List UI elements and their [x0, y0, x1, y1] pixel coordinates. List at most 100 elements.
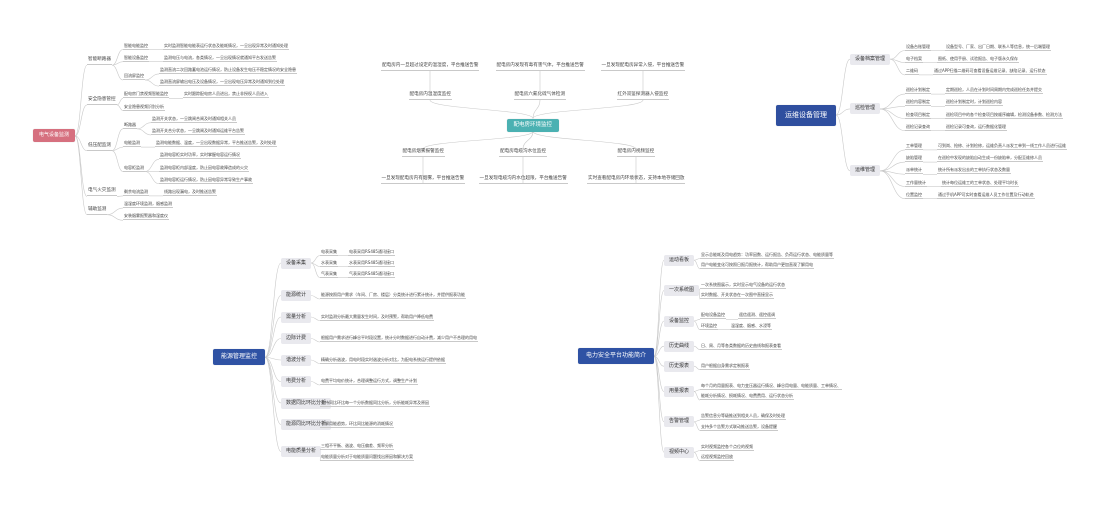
connector-line [74, 135, 88, 151]
topic-node: 水表采集 [320, 259, 338, 267]
connector-line [889, 50, 906, 60]
branch-node: 巡检管理 [850, 103, 881, 115]
topic-node: 缺陷管理 [905, 155, 923, 163]
connector-line [310, 338, 321, 343]
connector-line [879, 108, 906, 131]
connector-line [310, 359, 321, 364]
detail-text: 每个月的用量报表、电力变压器运行情况、峰谷用电量、电能质量、工单情况、 [700, 382, 842, 390]
topic-node: 巡检记录查询 [905, 123, 931, 131]
connector-line [693, 421, 701, 431]
topic-node: 配电房内视频监控 [616, 149, 656, 157]
connector-line [879, 106, 906, 110]
connector-line [264, 338, 282, 358]
mindmap-root: 配电房环境监控 [506, 118, 560, 132]
topic-node: 配电设备监控 [700, 312, 726, 320]
detail-text: 实时数据、开关状态在一次图中直接显示 [700, 292, 774, 300]
detail-text: 监测开关状态，一旦跳闸合闸及时通知相关人员 [151, 115, 237, 123]
branch-node: 设备采集 [281, 257, 312, 269]
connector-line [310, 381, 321, 386]
mindmap-root: 电气设备监测 [33, 129, 76, 143]
connector-line [111, 150, 124, 172]
branch-node: 低压配监测 [87, 143, 112, 151]
branch-node: 告警管理 [664, 416, 695, 428]
detail-text: 设备型号、厂家、出厂日期、联系人等信息，统一后端管理 [945, 43, 1051, 51]
topic-node: 配电房内温湿度监控 [408, 92, 452, 100]
connector-line [879, 161, 906, 172]
detail-text: 配电房内一旦超过设定的温湿度，平台推送告警 [381, 63, 480, 71]
detail-text: 显示总能耗及用电趋势：功率因数、运行报告、负荷运行状态、电能质量等 [700, 251, 834, 259]
topic-node: 工单管理 [905, 142, 923, 150]
connector-line [111, 49, 124, 66]
detail-text: 监测直流屏输出电压及设备情况，一旦出现电压异常及时通知到位处理 [159, 79, 285, 87]
topic-node: 回流屏监控 [123, 73, 145, 80]
connector-line [653, 355, 665, 453]
connector-line [264, 356, 282, 361]
topic-node: 检查项目制定 [905, 111, 931, 119]
detail-text: 气表采用RS485通讯接口 [348, 270, 395, 278]
mindmap-root: 能源管理监控 [213, 349, 266, 366]
connector-line [74, 64, 88, 137]
branch-node: 电能质量分析 [281, 446, 322, 457]
detail-text: 监测直流二次回路蓄电池运行情况，防止设备发生电压不稳定情况的安全隐患 [159, 66, 297, 74]
detail-text: 统计每位运维工的工单状态、处理平均时长 [941, 179, 1019, 187]
topic-node: 派单统计 [905, 167, 923, 175]
connector-line [136, 128, 152, 136]
connector-line [74, 104, 88, 137]
branch-node: 谐波分析 [281, 354, 312, 366]
branch-node: 数据同比环比分析 [281, 397, 332, 409]
detail-text: 实时查看配电房内环境状态，支持本地存储回放 [587, 176, 686, 184]
detail-text: 实时监测分析最大需量发生时间，及时预警，帮助用户降低电费 [320, 313, 434, 321]
detail-text: 通过APP扫描二维码可查看设备运维记录、缺陷记录、运行状态 [933, 67, 1047, 75]
branch-node: 需量分析 [281, 311, 312, 323]
connector-line [111, 146, 124, 151]
detail-text: 一旦发现配电房内有烟雾，平台推送告警 [380, 176, 466, 184]
connector-line [889, 58, 906, 76]
connector-line [835, 114, 851, 172]
branch-node: 历史报表 [664, 360, 695, 372]
connector-line [144, 79, 160, 87]
connector-line [879, 149, 906, 172]
detail-text: 一旦发现配电房异常入侵，平台推送告警 [600, 63, 686, 71]
detail-text: 监测开关合分状态，一旦跳闸及时通知运维平台告警 [151, 127, 245, 135]
topic-node: 电能监测 [123, 140, 141, 148]
detail-text: 实时监测智能电能表运行状态及能耗情况，一旦出现异常及时通知处理 [163, 42, 289, 50]
detail-text: 三相不平衡、谐波、电压偏差、频率分析 [320, 442, 394, 450]
detail-text: 用户电能变化可按照日报月报统计，帮助用户更加直观了解用电 [700, 261, 814, 269]
branch-node: 一次系统图 [664, 285, 700, 297]
connector-line [693, 451, 701, 462]
connector-line [653, 290, 665, 357]
detail-text: 支持同比环比每一个分析数据同比分析，分析能耗异常及原因 [320, 399, 430, 407]
detail-text: 电费平均电价统计，合理调整运行方式，调整生产计划 [320, 378, 418, 385]
topic-node: 二维码 [905, 67, 919, 75]
connector-line [429, 99, 534, 119]
connector-line [144, 73, 160, 81]
topic-node: 剩余电流监测 [123, 188, 149, 196]
topic-node: 工作量统计 [905, 179, 927, 187]
detail-text: 一次系统图展示，实时显示电气设备的运行状态 [700, 281, 786, 289]
detail-text: 告警信息分等级推送到相关人员，确保及时处理 [700, 413, 786, 421]
branch-node: 能源统计 [281, 290, 312, 301]
connector-line [532, 99, 644, 119]
topic-node: 设备台账管理 [905, 43, 931, 51]
detail-text: 日、周、月等各类数据的历史曲线和报表查看 [700, 342, 782, 350]
detail-text: 监测电容柜运行情况，防止因电容异常导致生产事故 [159, 176, 253, 184]
connector-line [653, 345, 665, 357]
connector-line [653, 320, 665, 357]
connector-line [264, 316, 282, 358]
detail-text: 统计所有派发出去的工单执行状态及数量 [937, 167, 1011, 175]
branch-node: 电气火灾监测 [87, 188, 117, 197]
branch-node: 智能断路器 [87, 57, 112, 66]
connector-line [532, 99, 541, 119]
detail-text: 监测电能数据、温度，一旦出现数据异常，平台推送告警，及时处理 [155, 140, 277, 148]
detail-text: 定期巡检，人员在计划时间周期内完成巡检任务并提交 [945, 87, 1043, 95]
detail-text: 安装烟雾报警器和湿度仪 [123, 213, 169, 221]
detail-text: 了解用能趋势，环比同比能源的消耗情况 [320, 421, 394, 428]
detail-text: 温湿度环境监测，烟感监测 [123, 201, 173, 209]
topic-node: 配电房门禁视频智能监控 [123, 91, 169, 99]
detail-text: 温湿度、烟感、水浸等 [730, 322, 772, 330]
detail-text: 巡检项目中的各个检查项目按顺序编辑，检测设备参数、检测方法 [945, 111, 1063, 119]
connector-line [422, 131, 534, 150]
detail-text: 可到岗、抢修、计划检修，运维负责人派发工单到一线工作人员进行运维 [937, 142, 1067, 150]
detail-text: 图纸、使用手册、试验报告、电子版永久保存 [937, 55, 1019, 63]
